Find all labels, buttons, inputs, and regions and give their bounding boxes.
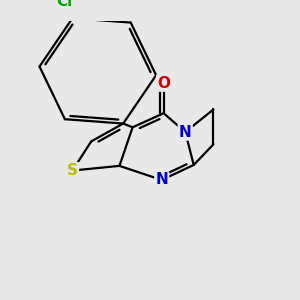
Text: O: O [157, 76, 170, 91]
Text: S: S [67, 163, 78, 178]
Text: Cl: Cl [56, 0, 73, 9]
Text: N: N [179, 124, 192, 140]
Text: N: N [155, 172, 168, 188]
